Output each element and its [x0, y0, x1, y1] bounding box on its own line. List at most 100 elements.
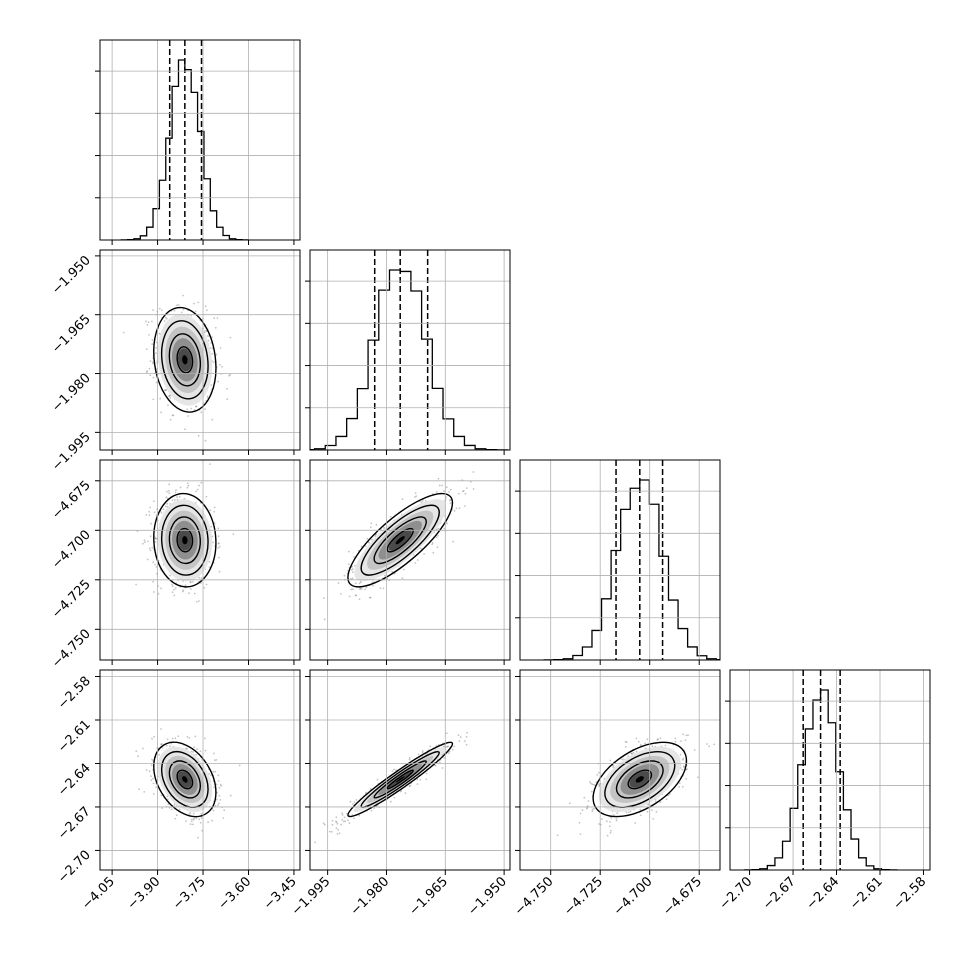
scatter-point [169, 745, 171, 748]
scatter-point [314, 841, 316, 844]
scatter-point [439, 761, 441, 764]
scatter-point [682, 733, 685, 736]
scatter-point [409, 784, 412, 787]
scatter-point [351, 814, 354, 816]
scatter-point [195, 405, 198, 408]
scatter-point [431, 543, 433, 546]
scatter-point [593, 807, 595, 810]
scatter-point [651, 745, 654, 748]
scatter-point [335, 827, 338, 830]
scatter-point [635, 737, 638, 740]
scatter-point [390, 800, 392, 803]
histogram-2 [543, 479, 720, 660]
scatter-point [223, 809, 226, 812]
scatter-point [189, 823, 192, 826]
scatter-point [168, 492, 171, 495]
scatter-point [214, 770, 217, 773]
scatter-point [420, 547, 423, 550]
scatter-point [187, 415, 190, 417]
scatter-point [205, 495, 208, 498]
scatter-point [450, 488, 452, 491]
scatter-point [152, 793, 155, 795]
scatter-point [138, 788, 140, 791]
scatter-point [169, 574, 172, 577]
scatter-point [693, 749, 696, 751]
scatter-point [152, 376, 155, 379]
scatter-point [135, 750, 138, 752]
ytick-label-2-1: −4.700 [49, 528, 94, 573]
scatter-point [610, 817, 613, 819]
scatter-point [331, 823, 334, 826]
panel-0-0 [95, 39, 301, 245]
scatter-point [200, 817, 203, 819]
scatter-point [586, 805, 589, 807]
scatter-point [331, 819, 334, 822]
panel-frame-3-2 [519, 669, 721, 871]
scatter-point [435, 491, 438, 493]
scatter-point [452, 540, 454, 543]
contour-1-1-0 [168, 333, 202, 387]
scatter-point [168, 395, 171, 398]
scatter-point [348, 595, 351, 598]
scatter-point [217, 804, 219, 807]
scatter-point [350, 569, 353, 571]
scatter-point [216, 317, 219, 319]
scatter-point [340, 823, 342, 826]
scatter-point [190, 588, 192, 590]
scatter-point [171, 591, 174, 594]
scatter-point [472, 471, 475, 473]
scatter-point [153, 511, 156, 514]
scatter-point [706, 743, 708, 745]
xtick-label-1-1: −1.980 [348, 874, 393, 919]
scatter-point [148, 770, 151, 773]
scatter-point [192, 751, 195, 753]
scatter-point [216, 791, 219, 794]
scatter-point [214, 804, 217, 807]
scatter-point [375, 523, 378, 526]
scatter-point [171, 737, 174, 740]
scatter-point [682, 758, 684, 761]
scatter-point [191, 580, 194, 583]
panel-2-2-content [543, 460, 720, 660]
scatter-point [190, 750, 193, 753]
scatter-point [164, 316, 167, 319]
scatter-point [182, 294, 184, 297]
scatter-point [624, 740, 627, 743]
scatter-point [218, 570, 221, 573]
scatter-point [176, 304, 178, 307]
scatter-point [190, 818, 193, 821]
scatter-point [175, 489, 177, 492]
scatter-point [355, 799, 358, 801]
ytick-label-3-3: −2.67 [55, 804, 94, 843]
scatter-point [399, 790, 402, 793]
panel-frame-3-0 [99, 669, 301, 871]
scatter-point [229, 794, 232, 797]
scatter-point [187, 484, 190, 487]
scatter-point [322, 822, 325, 825]
scatter-point [446, 745, 449, 748]
scatter-point [142, 747, 144, 750]
scatter-point [171, 583, 173, 586]
scatter-point [180, 311, 183, 314]
panel-0-0-content [120, 40, 250, 240]
scatter-point [188, 592, 190, 595]
contour-1-3-0 [168, 760, 202, 799]
scatter-point [370, 522, 373, 525]
panel-frame-0-0 [99, 39, 301, 241]
scatter-point [598, 771, 600, 774]
scatter-point [150, 779, 153, 782]
scatter-point [219, 799, 222, 801]
scatter-point [632, 751, 635, 754]
scatter-point [646, 810, 649, 813]
scatter-point [335, 820, 337, 823]
scatter-point [148, 510, 151, 513]
scatter-point [219, 363, 221, 366]
scatter-point [365, 586, 368, 589]
scatter-point [135, 583, 138, 586]
scatter-point [194, 310, 197, 313]
scatter-point [217, 774, 220, 777]
density-level-4-3-0 [182, 776, 188, 783]
scatter-point [343, 574, 346, 577]
contour-2-2-1 [360, 504, 440, 576]
scatter-point [153, 591, 155, 593]
